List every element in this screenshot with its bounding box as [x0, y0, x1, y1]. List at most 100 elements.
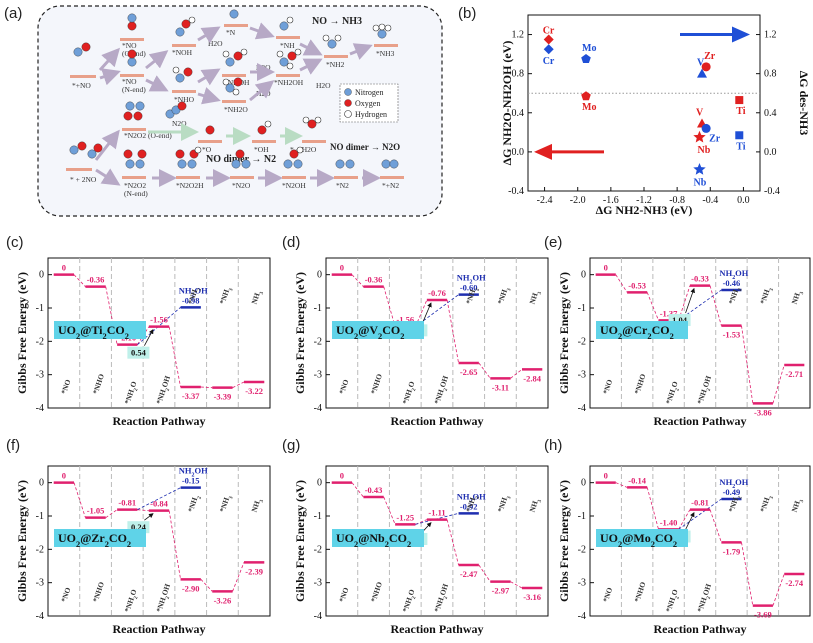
surface-slab	[222, 100, 246, 103]
category-label: *NH2O	[664, 588, 683, 614]
energy-value-label: -2.71	[785, 369, 803, 379]
oxygen-atom	[183, 67, 193, 77]
energy-value-label: -2.39	[245, 566, 263, 576]
hydrogen-atom	[276, 50, 284, 58]
oxygen-atom	[127, 49, 137, 59]
nitrogen-atom	[175, 73, 185, 83]
y-tick-label: -1	[314, 511, 322, 522]
species-label: *N2O	[232, 181, 251, 190]
energy-value-label: -0.53	[628, 280, 646, 290]
surface-slab	[70, 75, 96, 78]
y-tick-label: -2	[36, 544, 44, 555]
oxygen-atom	[307, 119, 317, 129]
energy-connector	[383, 286, 396, 327]
nitrogen-atom	[175, 27, 185, 37]
energy-value-label: -1.11	[428, 508, 445, 518]
energy-connector	[168, 326, 181, 388]
branch-connector	[137, 487, 181, 511]
energy-value-label: 0	[604, 471, 608, 481]
category-label: *NO	[59, 378, 72, 395]
chart-title: UO2@Ti2CO2	[58, 323, 129, 341]
nitrogen-atom	[225, 83, 235, 93]
energy-connector	[478, 362, 491, 379]
legend-nitrogen: Nitrogen	[355, 88, 383, 97]
chart-title: UO2@V2CO2	[336, 323, 404, 341]
y-tick-label: 1.2	[512, 30, 525, 41]
plot-area-frame	[325, 465, 549, 617]
species-label: *NOH	[172, 48, 193, 57]
y-tick-label: -1	[314, 303, 322, 314]
category-label: *NH3	[758, 285, 775, 306]
y-tick-label: -4	[578, 611, 586, 622]
y-tick-label: -2	[578, 336, 586, 347]
reaction-arrow	[197, 26, 221, 44]
species-label: * + H2O	[290, 145, 317, 154]
surface-slab	[172, 44, 196, 47]
surface-slab	[66, 168, 92, 171]
category-label: NH3	[527, 289, 543, 306]
panel-label-c: (c)	[6, 234, 24, 251]
energy-connector	[232, 562, 245, 592]
y-axis-label: Gibbs Free Energy (eV)	[293, 480, 307, 602]
oxygen-atom	[133, 111, 143, 121]
x-tick-label: -0.8	[669, 195, 685, 206]
legend-hydrogen: Hydrogen	[355, 110, 387, 119]
right-axis-arrow-head	[732, 26, 750, 43]
energy-value-label: -1.56	[150, 315, 168, 325]
scheme-intermediates: *+NO*NO(O-end)*NO(N-end)*NOH*NH2O*NH*NH2…	[66, 9, 404, 198]
energy-value-label: -2.74	[785, 578, 803, 588]
x-axis-label: Reaction Pathway	[113, 622, 206, 636]
y-tick-label: -4	[36, 611, 44, 622]
energy-value-label: 0	[604, 263, 608, 273]
x-axis-label: Reaction Pathway	[654, 622, 747, 636]
scatter-point-zr	[701, 62, 711, 72]
energy-connector	[73, 274, 86, 287]
chart-title: UO2@Nb2CO2	[336, 531, 411, 549]
branch-species-label: NH2OH	[179, 466, 208, 479]
hydrogen-atom	[194, 146, 202, 154]
surface-slab	[334, 176, 358, 179]
reaction-arrow	[98, 47, 121, 72]
panel-label-g: (g)	[282, 437, 300, 454]
category-label: *NH3	[218, 285, 235, 306]
barrier-arrow	[422, 302, 432, 324]
category-label: *NH2O	[123, 588, 142, 614]
oxygen-atom	[127, 21, 137, 31]
energy-value-label: 0	[62, 263, 66, 273]
hydrogen-atom	[172, 66, 180, 74]
y-right-tick-label: 0.8	[764, 69, 777, 80]
chart-title: UO2@Mo2CO2	[600, 531, 677, 549]
category-label: *NH2	[186, 493, 203, 514]
title-box	[596, 321, 688, 339]
category-label: *NH3	[218, 493, 235, 514]
energy-connector	[741, 542, 754, 606]
category-label: NH3	[790, 497, 806, 514]
oxygen-atom	[77, 141, 87, 151]
energy-connector	[478, 564, 491, 582]
surface-slab	[276, 74, 300, 77]
species-label: N2O	[172, 119, 187, 128]
species-label: H2O	[208, 39, 223, 48]
category-label: *NHO	[369, 373, 384, 396]
reaction-arrow	[249, 22, 275, 40]
species-label: *NH2	[326, 60, 345, 69]
y-tick-label: 0.0	[512, 147, 525, 158]
oxygen-atom	[233, 77, 243, 87]
title-box	[54, 529, 146, 547]
energy-value-label: -0.43	[365, 485, 383, 495]
x-axis-label: Reaction Pathway	[391, 414, 484, 428]
scatter-point-v	[697, 68, 707, 78]
y-right-tick-label: 1.2	[764, 30, 777, 41]
nitrogen-atom	[279, 21, 289, 31]
energy-value-label: -3.11	[492, 382, 509, 392]
category-label: *NO	[337, 378, 350, 395]
panel-label-f: (f)	[6, 437, 20, 454]
category-label: *NHO	[632, 581, 647, 604]
energy-connector	[646, 292, 659, 321]
hydrogen-atom	[384, 24, 392, 32]
nitrogen-atom	[389, 159, 399, 169]
hydrogen-atom	[232, 88, 240, 96]
surface-slab	[176, 176, 200, 179]
barrier-value: 1.04	[672, 315, 688, 325]
hydrogen-atom	[378, 23, 386, 31]
